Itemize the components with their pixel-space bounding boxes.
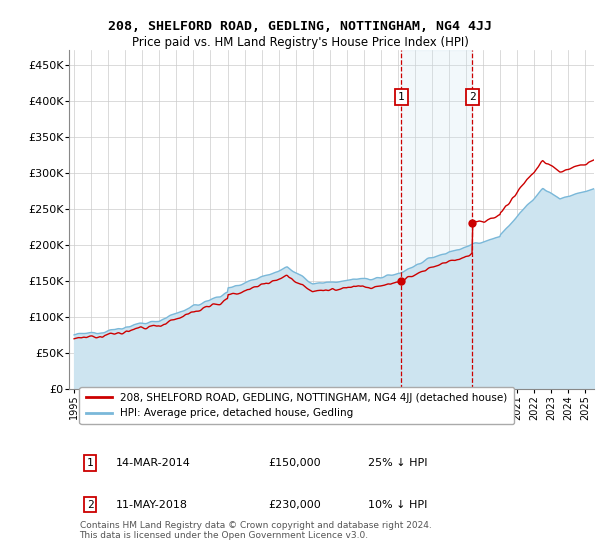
Text: 208, SHELFORD ROAD, GEDLING, NOTTINGHAM, NG4 4JJ: 208, SHELFORD ROAD, GEDLING, NOTTINGHAM,… <box>108 20 492 32</box>
Text: 2: 2 <box>469 92 476 102</box>
Text: 25% ↓ HPI: 25% ↓ HPI <box>368 458 428 468</box>
Text: 1: 1 <box>86 458 94 468</box>
Text: £230,000: £230,000 <box>269 500 321 510</box>
Text: 2: 2 <box>86 500 94 510</box>
Text: 10% ↓ HPI: 10% ↓ HPI <box>368 500 428 510</box>
Text: Price paid vs. HM Land Registry's House Price Index (HPI): Price paid vs. HM Land Registry's House … <box>131 36 469 49</box>
Text: 11-MAY-2018: 11-MAY-2018 <box>116 500 188 510</box>
Legend: 208, SHELFORD ROAD, GEDLING, NOTTINGHAM, NG4 4JJ (detached house), HPI: Average : 208, SHELFORD ROAD, GEDLING, NOTTINGHAM,… <box>79 387 514 424</box>
Text: Contains HM Land Registry data © Crown copyright and database right 2024.
This d: Contains HM Land Registry data © Crown c… <box>79 521 431 540</box>
Bar <box>401 50 472 389</box>
Text: 1: 1 <box>398 92 405 102</box>
Text: £150,000: £150,000 <box>269 458 321 468</box>
Text: 14-MAR-2014: 14-MAR-2014 <box>116 458 191 468</box>
